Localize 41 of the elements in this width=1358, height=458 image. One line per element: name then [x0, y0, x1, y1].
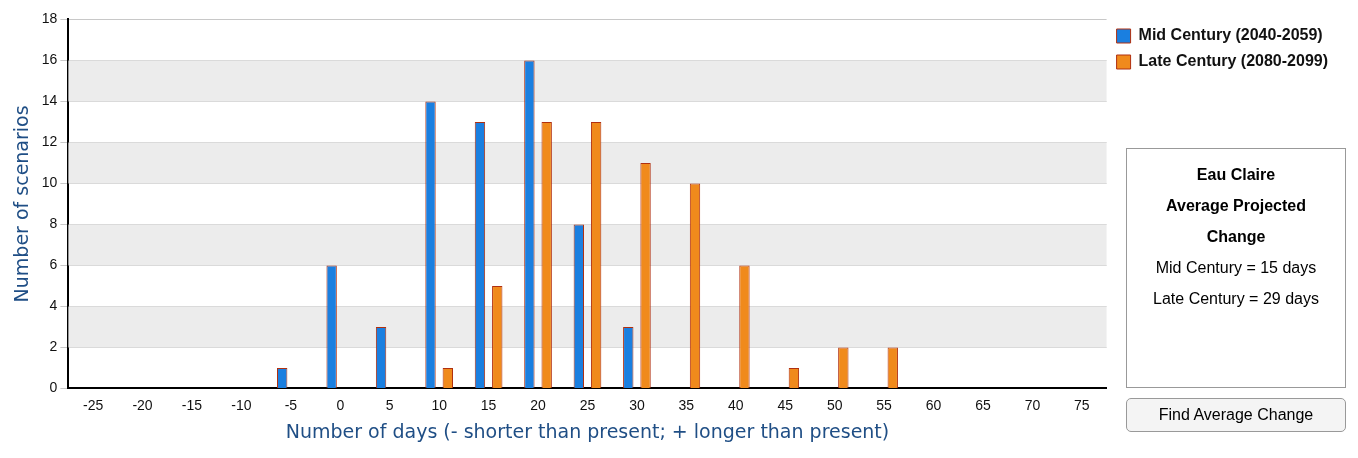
y-tick-label: 6	[49, 256, 58, 273]
y-tick-label: 12	[41, 133, 58, 150]
x-tick-label: -20	[132, 396, 153, 413]
x-tick-label: 60	[925, 396, 942, 413]
x-tick-label: 40	[728, 396, 744, 413]
x-tick-label: 70	[1024, 396, 1041, 413]
x-tick-label: -15	[181, 396, 203, 413]
text: Eau Claire	[1195, 165, 1277, 185]
y-tick-label: 2	[49, 338, 58, 355]
x-tick-label: -5	[284, 396, 298, 413]
x-tick-label: 75	[1074, 396, 1090, 413]
y-tick-label: 10	[41, 174, 58, 191]
x-tick-label: -25	[82, 396, 104, 413]
x-tick-label: 5	[385, 396, 394, 413]
x-tick-label: 35	[678, 396, 695, 413]
x-axis-title: Number of days (- shorter than present; + longer than present)	[285, 419, 890, 442]
x-tick-label: 65	[975, 396, 991, 413]
x-tick-label: 30	[629, 396, 645, 413]
y-axis-title: Number of scenarios	[10, 105, 33, 303]
legend-label: Late Century (2080-2099)	[1138, 52, 1329, 70]
x-tick-label: 55	[876, 396, 893, 413]
x-tick-label: 10	[431, 396, 448, 413]
text: Change	[1205, 227, 1267, 247]
y-tick-label: 14	[41, 92, 58, 109]
y-tick-label: 16	[41, 51, 58, 68]
x-tick-label: 20	[530, 396, 547, 413]
x-tick-label: 50	[826, 396, 843, 413]
y-tick-label: 18	[41, 10, 58, 27]
x-tick-label: 0	[336, 396, 345, 413]
text: Find Average Change	[1126, 398, 1346, 432]
x-tick-label: -10	[231, 396, 252, 413]
y-tick-label: 8	[49, 215, 58, 232]
legend-label: Mid Century (2040-2059)	[1138, 26, 1323, 44]
x-tick-label: 45	[777, 396, 794, 413]
text: Average Projected	[1165, 196, 1307, 216]
text: Mid Century = 15 days	[1154, 258, 1318, 278]
y-tick-label: 4	[49, 297, 58, 314]
x-tick-label: 25	[579, 396, 596, 413]
text: Late Century = 29 days	[1152, 289, 1320, 309]
y-tick-label: 0	[49, 379, 58, 396]
x-tick-label: 15	[480, 396, 497, 413]
